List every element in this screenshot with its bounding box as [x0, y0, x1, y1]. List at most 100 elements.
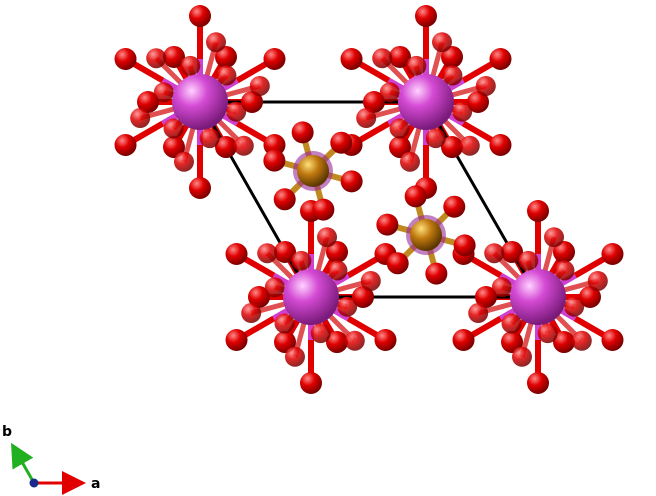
oxygen-atom: [241, 303, 262, 324]
oxygen-atom: [467, 91, 489, 113]
oxygen-atom: [501, 331, 523, 354]
oxygen-atom: [215, 45, 237, 68]
oxygen-atom: [263, 48, 286, 70]
oxygen-atom: [601, 329, 624, 351]
oxygen-atom: [327, 260, 348, 281]
oxygen-atom: [425, 262, 448, 285]
small-cation-atom: [410, 219, 442, 251]
oxygen-atom: [356, 108, 377, 129]
oxygen-atom: [300, 372, 322, 394]
c-axis-dot-icon: [29, 478, 39, 488]
oxygen-atom: [415, 5, 437, 27]
oxygen-atom: [475, 75, 496, 96]
oxygen-atom: [340, 170, 363, 193]
oxygen-atom: [374, 329, 397, 351]
oxygen-atom: [206, 32, 227, 53]
oxygen-atom: [326, 331, 348, 354]
oxygen-atom: [274, 331, 296, 354]
oxygen-atom: [432, 32, 453, 53]
oxygen-atom: [553, 240, 575, 263]
oxygen-atom: [501, 313, 522, 334]
oxygen-atom: [233, 135, 254, 156]
oxygen-atom: [484, 243, 505, 264]
oxygen-atom: [326, 240, 348, 263]
oxygen-atom: [225, 243, 248, 265]
large-cation-atom: [510, 269, 566, 325]
oxygen-atom: [527, 200, 549, 222]
large-cation-atom: [172, 74, 228, 130]
oxygen-atom: [163, 45, 185, 68]
oxygen-atom: [216, 65, 237, 86]
oxygen-atom: [189, 177, 211, 199]
oxygen-atom: [163, 136, 185, 159]
oxygen-atom: [553, 331, 575, 354]
oxygen-atom: [441, 45, 463, 68]
oxygen-atom: [273, 188, 296, 211]
oxygen-atom: [173, 151, 194, 172]
oxygen-atom: [263, 149, 286, 172]
oxygen-atom: [527, 372, 549, 394]
oxygen-atom: [284, 346, 305, 367]
oxygen-atom: [310, 323, 331, 344]
oxygen-atom: [274, 240, 296, 263]
oxygen-atom: [360, 270, 381, 291]
oxygen-atom: [291, 121, 314, 144]
oxygen-atom: [518, 250, 539, 271]
oxygen-atom: [442, 65, 463, 86]
oxygen-atom: [130, 108, 151, 129]
oxygen-atom: [189, 5, 211, 27]
large-cation-atom: [283, 269, 339, 325]
oxygen-atom: [199, 128, 220, 149]
oxygen-atom: [337, 296, 358, 317]
a-axis-label: a: [91, 476, 100, 492]
oxygen-atom: [579, 286, 601, 308]
oxygen-atom: [389, 118, 410, 139]
oxygen-atom: [114, 48, 137, 70]
oxygen-atom: [406, 55, 427, 76]
oxygen-atom: [352, 286, 374, 308]
axis-indicator: a b: [2, 424, 100, 495]
oxygen-atom: [489, 48, 512, 70]
oxygen-atom: [554, 260, 575, 281]
small-cation-atom: [297, 155, 329, 187]
oxygen-atom: [340, 48, 363, 70]
oxygen-atom: [489, 134, 512, 156]
oxygen-atom: [453, 234, 476, 257]
oxygen-atom: [425, 128, 446, 149]
oxygen-atom: [452, 329, 475, 351]
b-axis-label: b: [2, 424, 12, 440]
b-axis-arrow: [11, 442, 36, 484]
oxygen-atom: [537, 323, 558, 344]
oxygen-atom: [389, 45, 411, 68]
oxygen-atom: [215, 136, 237, 159]
oxygen-atom-layer: [114, 5, 624, 394]
oxygen-atom: [225, 329, 248, 351]
oxygen-atom: [114, 134, 137, 156]
oxygen-atom: [443, 195, 466, 218]
oxygen-atom: [180, 55, 201, 76]
metal-atom-layer: [172, 74, 566, 325]
oxygen-atom: [344, 330, 365, 351]
oxygen-atom: [386, 252, 409, 275]
oxygen-atom: [153, 82, 174, 103]
oxygen-atom: [274, 313, 295, 334]
oxygen-atom: [263, 134, 286, 156]
oxygen-atom: [249, 75, 270, 96]
oxygen-atom: [468, 303, 489, 324]
oxygen-atom: [441, 136, 463, 159]
oxygen-atom: [317, 227, 338, 248]
oxygen-atom: [404, 185, 427, 208]
oxygen-atom: [376, 213, 399, 236]
oxygen-atom: [501, 240, 523, 263]
oxygen-atom: [291, 250, 312, 271]
oxygen-atom: [564, 296, 585, 317]
oxygen-atom: [146, 48, 167, 69]
oxygen-atom: [399, 151, 420, 172]
large-cation-atom: [398, 74, 454, 130]
oxygen-atom: [379, 82, 400, 103]
oxygen-atom: [137, 91, 159, 113]
oxygen-atom: [363, 91, 385, 113]
oxygen-atom: [491, 277, 512, 298]
oxygen-atom: [163, 118, 184, 139]
